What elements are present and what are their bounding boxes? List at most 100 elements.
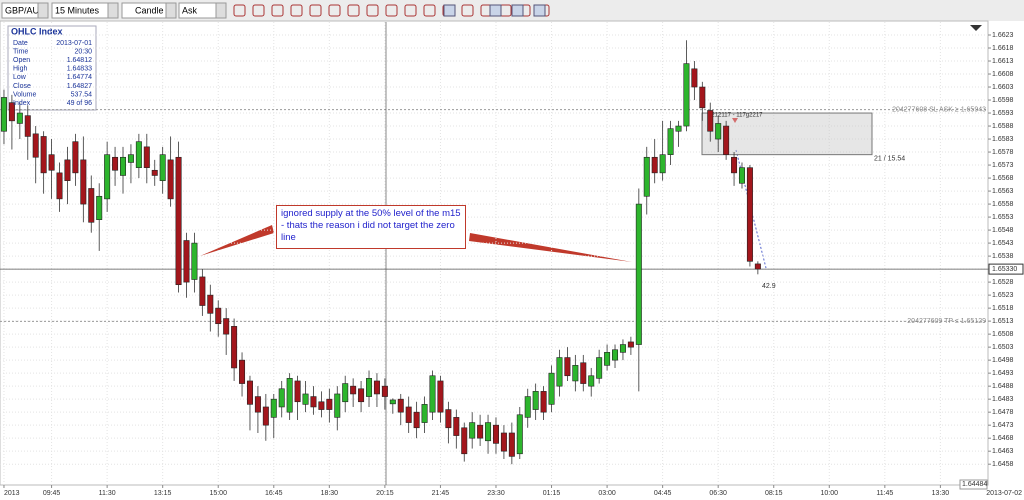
x-tick-label: 06:30 bbox=[709, 490, 727, 497]
x-tick-label: 21:45 bbox=[432, 490, 450, 497]
y-tick-label: 1.6473 bbox=[992, 422, 1014, 429]
y-tick-label: 1.6553 bbox=[992, 214, 1014, 221]
candle-body bbox=[381, 385, 388, 397]
dropdown-arrow[interactable] bbox=[107, 2, 119, 19]
candle-body bbox=[746, 167, 753, 262]
toolbar-icon[interactable] bbox=[404, 4, 417, 17]
x-tick-label: 2013 bbox=[4, 490, 20, 497]
toolbar-icon[interactable] bbox=[489, 4, 502, 17]
candle-body bbox=[88, 188, 95, 223]
y-tick-label: 1.6573 bbox=[992, 162, 1014, 169]
y-tick-label: 1.6493 bbox=[992, 370, 1014, 377]
y-tick-label: 1.6483 bbox=[992, 396, 1014, 403]
candle-body bbox=[675, 125, 682, 132]
bottom-tag bbox=[959, 479, 988, 490]
candle-body bbox=[651, 156, 658, 174]
order-label: 204277609 TP ≤ 1.65129 bbox=[907, 318, 986, 325]
candle-body bbox=[389, 399, 396, 405]
y-tick-label: 1.6578 bbox=[992, 149, 1014, 156]
toolbar-icon[interactable] bbox=[271, 4, 284, 17]
info-label: Close bbox=[13, 83, 31, 90]
candle-body bbox=[294, 380, 301, 403]
candle-body bbox=[516, 414, 523, 455]
x-tick-label: 01:15 bbox=[543, 490, 561, 497]
y-tick-label: 1.6503 bbox=[992, 344, 1014, 351]
toolbar-icon[interactable] bbox=[328, 4, 341, 17]
candle-body bbox=[72, 141, 79, 174]
candle-body bbox=[326, 398, 333, 410]
x-tick-label: 03:00 bbox=[598, 490, 616, 497]
toolbar-icon[interactable] bbox=[443, 4, 456, 17]
candle-body bbox=[580, 362, 587, 384]
candle-body bbox=[207, 294, 214, 314]
toolbar-icon[interactable] bbox=[309, 4, 322, 17]
candle-body bbox=[334, 393, 341, 418]
candle-body bbox=[246, 380, 253, 405]
toolbar-icon[interactable] bbox=[385, 4, 398, 17]
candle-body bbox=[445, 409, 452, 429]
info-value: 2013-07-01 bbox=[56, 40, 92, 47]
arrow bbox=[200, 225, 274, 256]
price-tag bbox=[988, 263, 1024, 275]
candle-body bbox=[40, 136, 47, 174]
toolbar-icon[interactable] bbox=[233, 4, 246, 17]
info-label: Index bbox=[13, 100, 31, 107]
candle-body bbox=[96, 195, 103, 220]
candle-body bbox=[659, 154, 666, 174]
candle-body bbox=[366, 378, 373, 397]
candle-body bbox=[604, 352, 611, 366]
candle-body bbox=[270, 398, 277, 418]
y-tick-label: 1.6593 bbox=[992, 110, 1014, 117]
x-tick-label: 20:15 bbox=[376, 490, 394, 497]
chart-style: Candle bbox=[135, 5, 164, 15]
candle-body bbox=[32, 133, 39, 158]
toolbar-icon[interactable] bbox=[366, 4, 379, 17]
toolbar-icon[interactable] bbox=[252, 4, 265, 17]
candle-body bbox=[112, 156, 119, 171]
info-value: 20:30 bbox=[74, 48, 92, 55]
candle-body bbox=[310, 396, 317, 408]
candle-body bbox=[64, 159, 71, 181]
candle-body bbox=[80, 159, 87, 205]
candle-body bbox=[469, 422, 476, 439]
dropdown-arrow[interactable] bbox=[37, 2, 49, 19]
y-tick-label: 1.6598 bbox=[992, 97, 1014, 104]
candle-body bbox=[548, 372, 555, 405]
candle-body bbox=[437, 380, 444, 413]
dropdown-arrow[interactable] bbox=[165, 2, 177, 19]
dropdown-arrow[interactable] bbox=[215, 2, 227, 19]
candle-body bbox=[373, 380, 380, 395]
toolbar-icon[interactable] bbox=[347, 4, 360, 17]
x-tick-label: 13:15 bbox=[154, 490, 172, 497]
crosshair-price-label: 1.65330 bbox=[992, 266, 1017, 273]
menu-triangle[interactable] bbox=[970, 25, 982, 31]
toolbar-icon[interactable] bbox=[423, 4, 436, 17]
y-tick-label: 1.6523 bbox=[992, 292, 1014, 299]
candle-body bbox=[524, 396, 531, 418]
y-tick-label: 1.6478 bbox=[992, 409, 1014, 416]
toolbar-icon[interactable] bbox=[511, 4, 524, 17]
candle-body bbox=[183, 240, 190, 283]
candle-body bbox=[707, 110, 714, 132]
candle-body bbox=[731, 156, 738, 174]
x-tick-label: 11:45 bbox=[876, 490, 893, 497]
y-tick-label: 1.6568 bbox=[992, 175, 1014, 182]
candle-body bbox=[540, 391, 547, 413]
x-tick-label: 09:45 bbox=[43, 490, 61, 497]
candle-body bbox=[485, 422, 492, 442]
toolbar-icon[interactable] bbox=[533, 4, 546, 17]
toolbar-icon[interactable] bbox=[461, 4, 474, 17]
x-tick-label: 08:15 bbox=[765, 490, 783, 497]
y-tick-label: 1.6463 bbox=[992, 448, 1014, 455]
candle-body bbox=[619, 344, 626, 353]
toolbar-icon[interactable] bbox=[290, 4, 303, 17]
x-tick-label: 13:30 bbox=[932, 490, 950, 497]
candle-body bbox=[223, 318, 230, 335]
y-tick-label: 1.6558 bbox=[992, 201, 1014, 208]
candle-body bbox=[8, 102, 15, 122]
y-tick-label: 1.6538 bbox=[992, 253, 1014, 260]
y-tick-label: 1.6458 bbox=[992, 461, 1014, 468]
candle-body bbox=[278, 388, 285, 408]
info-value: 1.64812 bbox=[67, 57, 92, 64]
